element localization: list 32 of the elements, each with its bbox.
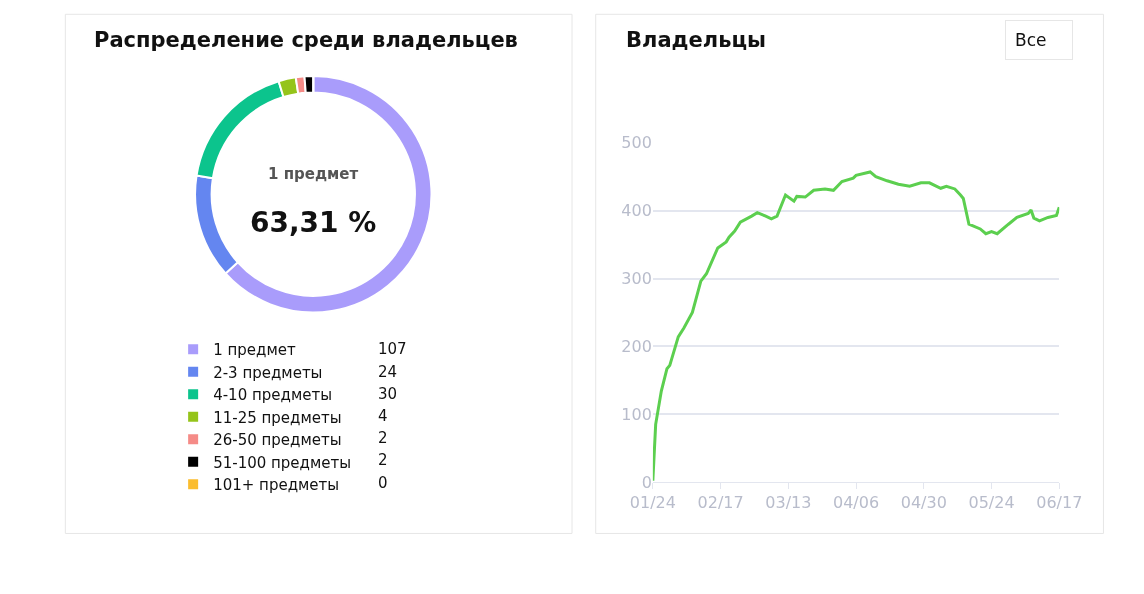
x-tick-label: 06/17 <box>1036 493 1083 513</box>
chart-title: Владельцы <box>626 28 766 52</box>
legend-label: 101+ предметы <box>213 476 340 495</box>
x-tick-label: 04/30 <box>900 493 947 513</box>
legend-label: 11-25 предметы <box>213 408 342 427</box>
slice-label: 1 предмет <box>268 165 359 183</box>
legend-label: 2-3 предметы <box>213 363 323 382</box>
text: 0 <box>378 474 388 492</box>
legend-label: 51-100 предметы <box>213 453 352 472</box>
text: 63,31 % <box>250 206 377 239</box>
data-label: 30 <box>378 385 398 403</box>
x-tick-label: 03/13 <box>765 493 812 513</box>
data-label: 2 <box>378 429 388 447</box>
legend-label: 4-10 предметы <box>213 386 333 405</box>
text: Все <box>1015 30 1063 50</box>
data-label: 2 <box>378 451 388 469</box>
chart-title: Распределение среди владельцев <box>94 28 518 52</box>
y-tick-label: 500 <box>621 133 652 153</box>
data-label: 107 <box>378 340 407 358</box>
legend-label: 1 предмет <box>213 341 296 360</box>
data-label: 24 <box>378 363 398 381</box>
y-tick-label: 100 <box>621 404 652 424</box>
x-tick-label: 02/17 <box>697 493 744 513</box>
y-tick-label: 0 <box>641 472 652 492</box>
x-tick-label: 04/06 <box>833 493 880 513</box>
y-tick-label: 200 <box>621 336 652 356</box>
y-tick-label: 400 <box>621 201 652 221</box>
legend-label: 26-50 предметы <box>213 431 342 450</box>
x-tick-label: 05/24 <box>968 493 1015 513</box>
y-tick-label: 300 <box>621 269 652 289</box>
x-tick-label: 01/24 <box>629 493 676 513</box>
data-label: 4 <box>378 407 388 425</box>
